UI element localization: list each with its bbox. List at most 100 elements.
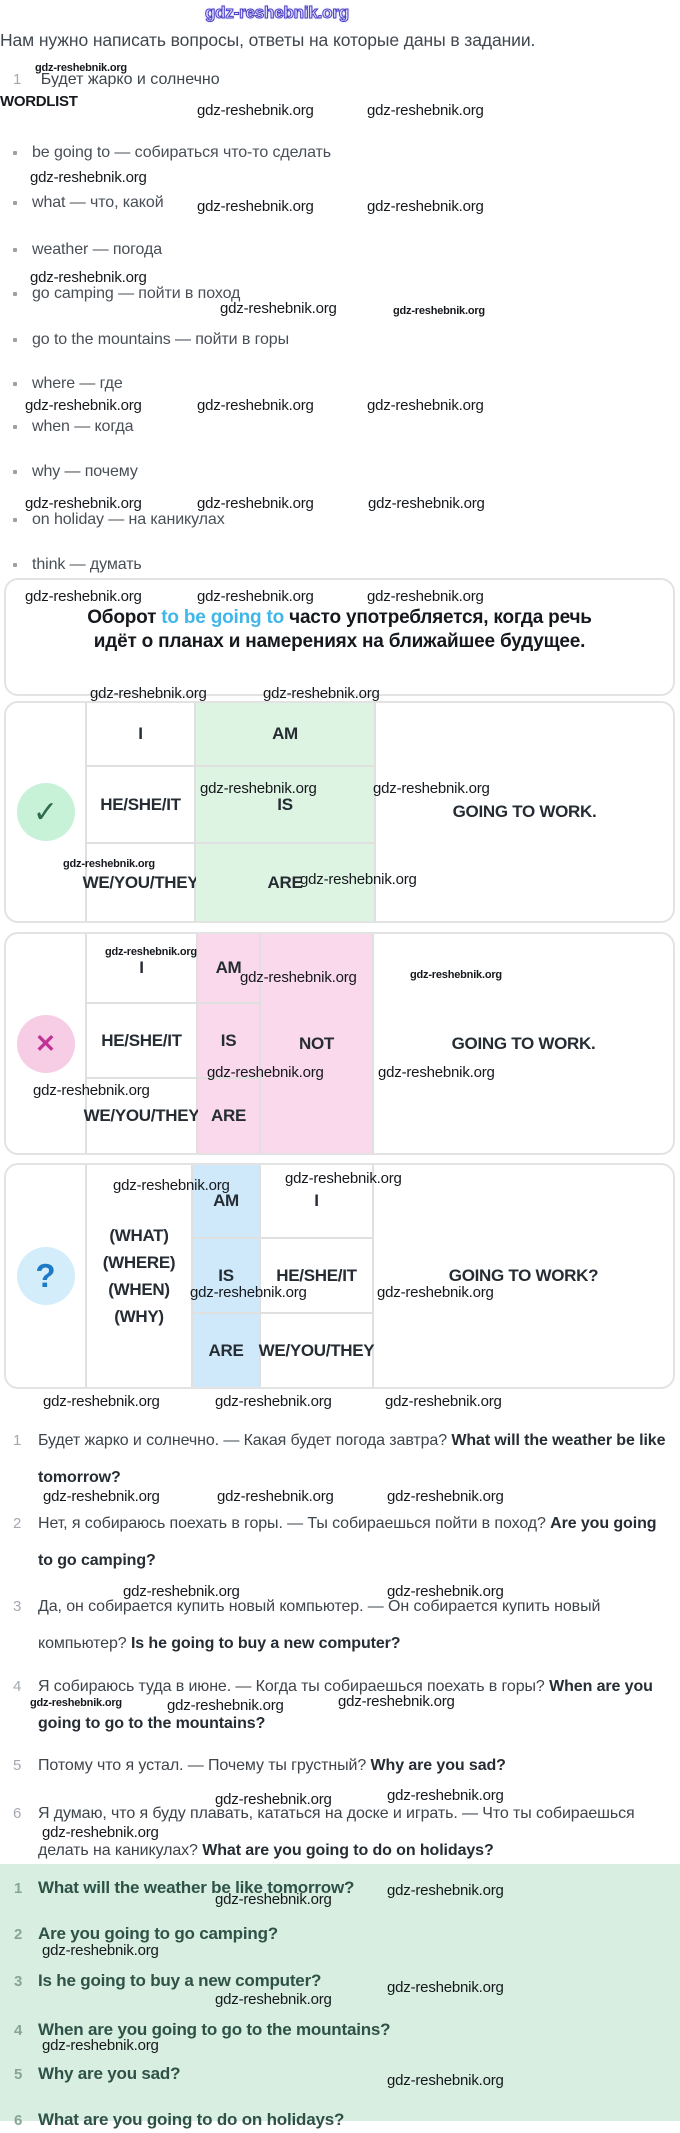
watermark: gdz-reshebnik.org	[197, 198, 314, 215]
verb-cell: ARE	[196, 844, 376, 921]
check-icon: ✓	[16, 783, 75, 841]
wordlist-item-label: think — думать	[32, 556, 142, 573]
table-question: ? (WHAT) (WHERE) (WHEN) (WHY) AM I IS HE…	[4, 1163, 675, 1389]
bullet-icon	[13, 201, 17, 205]
question-icon: ?	[16, 1247, 75, 1305]
watermark: gdz-reshebnik.org	[393, 305, 485, 317]
wordlist-item: be going to — собираться что-то сделать	[13, 144, 332, 162]
watermark: gdz-reshebnik.org	[63, 858, 155, 870]
watermark: gdz-reshebnik.org	[25, 397, 142, 414]
explanation-number: 3	[13, 1598, 22, 1615]
watermark: gdz-reshebnik.org	[387, 1787, 504, 1804]
watermark: gdz-reshebnik.org	[367, 588, 484, 605]
answer-text: Are you going to go camping?	[38, 1924, 278, 1943]
bullet-icon	[13, 425, 17, 429]
watermark: gdz-reshebnik.org	[197, 495, 314, 512]
table-negative: ✕ I AM HE/SHE/IT IS WE/YOU/THEY ARE NOT …	[4, 932, 675, 1155]
bullet-icon	[13, 151, 17, 155]
explanation-en: When are you going to go to the mountain…	[38, 1678, 653, 1732]
explanation-ru: Потому что я устал. — Почему ты грустный…	[38, 1757, 367, 1774]
bullet-icon	[13, 518, 17, 522]
wordlist-item: weather — погода	[13, 241, 162, 259]
watermark: gdz-reshebnik.org	[373, 780, 490, 797]
watermark: gdz-reshebnik.org	[30, 269, 147, 286]
answer-number: 3	[14, 1973, 23, 1990]
answer-item-3: 3 Is he going to buy a new computer?	[14, 1969, 648, 1993]
answer-item-1: 1 What will the weather be like tomorrow?	[14, 1876, 648, 1900]
pronoun-cell: HE/SHE/IT	[261, 1239, 374, 1314]
watermark: gdz-reshebnik.org	[207, 1064, 324, 1081]
explanation-ru: Будет жарко и солнечно. — Какая будет по…	[38, 1432, 447, 1449]
answer-item-5: 5 Why are you sad?	[14, 2062, 648, 2086]
watermark: gdz-reshebnik.org	[42, 2037, 159, 2054]
wordlist-item-label: when — когда	[32, 418, 134, 435]
pronoun-cell: WE/YOU/THEY	[259, 1314, 375, 1387]
explanation-item-1: 1 Будет жарко и солнечно. — Какая будет …	[0, 1422, 672, 1496]
watermark: gdz-reshebnik.org	[300, 871, 417, 888]
wordlist-item: on holiday — на каникулах	[13, 511, 225, 529]
verb-cell: IS	[198, 1004, 261, 1079]
pronoun-cell: HE/SHE/IT	[85, 1004, 198, 1079]
watermark: gdz-reshebnik.org	[385, 1393, 502, 1410]
grammar-note-pre: Оборот	[87, 607, 162, 628]
watermark: gdz-reshebnik.org	[387, 1488, 504, 1505]
watermark: gdz-reshebnik.org	[387, 2072, 504, 2089]
pronoun-cell: I	[261, 1165, 374, 1239]
watermark: gdz-reshebnik.org	[190, 1284, 307, 1301]
table-affirmative: ✓ I AM HE/SHE/IT IS WE/YOU/THEY ARE GOIN…	[4, 701, 675, 923]
bullet-icon	[13, 248, 17, 252]
watermark: gdz-reshebnik.org	[338, 1693, 455, 1710]
watermark: gdz-reshebnik.org	[367, 102, 484, 119]
explanation-en: What will the weather be like tomorrow?	[38, 1432, 666, 1486]
explanation-en: Why are you sad?	[370, 1757, 506, 1774]
answer-text: What will the weather be like tomorrow?	[38, 1878, 355, 1897]
cross-icon: ✕	[16, 1014, 75, 1073]
answer-text: Why are you sad?	[38, 2064, 181, 2083]
wh-word: (WHERE)	[102, 1253, 176, 1272]
verb-cell: AM	[196, 703, 376, 767]
wordlist-item-label: go camping — пойти в поход	[32, 285, 241, 302]
answers-section	[0, 1864, 680, 2121]
wordlist-item: think — думать	[13, 556, 142, 574]
watermark: gdz-reshebnik.org	[410, 969, 502, 981]
pronoun-cell: I	[85, 703, 196, 767]
question-icon-cell: ?	[6, 1165, 85, 1387]
watermark: gdz-reshebnik.org	[197, 102, 314, 119]
explanation-number: 5	[13, 1757, 22, 1774]
watermark: gdz-reshebnik.org	[197, 588, 314, 605]
tail-cell: GOING TO WORK.	[452, 802, 597, 821]
watermark: gdz-reshebnik.org	[377, 1284, 494, 1301]
explanation-item-4: 4 Я собираюсь туда в июне. — Когда ты со…	[0, 1668, 672, 1742]
watermark: gdz-reshebnik.org	[113, 1177, 230, 1194]
answer-item-6: 6 What are you going to do on holidays?	[14, 2108, 648, 2132]
watermark: gdz-reshebnik.org	[367, 198, 484, 215]
tail-cell: GOING TO WORK?	[448, 1266, 599, 1285]
explanation-number: 2	[13, 1515, 22, 1532]
task-number: 1	[13, 71, 22, 87]
verb-cell: IS	[193, 1239, 261, 1314]
wordlist-title: WORDLIST	[0, 93, 78, 110]
watermark: gdz-reshebnik.org	[368, 495, 485, 512]
answer-number: 6	[14, 2112, 23, 2129]
explanation-number: 1	[13, 1432, 22, 1449]
answer-number: 1	[14, 1880, 23, 1897]
explanation-ru: Я собираюсь туда в июне. — Когда ты соби…	[38, 1678, 545, 1695]
watermark: gdz-reshebnik.org	[217, 1488, 334, 1505]
answer-text: What are you going to do on holidays?	[38, 2110, 345, 2129]
wh-words-cell: (WHAT) (WHERE) (WHEN) (WHY)	[85, 1165, 193, 1387]
watermark: gdz-reshebnik.org	[105, 946, 197, 958]
explanation-number: 4	[13, 1678, 22, 1695]
wordlist-item-label: be going to — собираться что-то сделать	[32, 144, 332, 161]
affirmative-icon-cell: ✓	[6, 703, 85, 921]
verb-cell: ARE	[193, 1314, 261, 1387]
watermark: gdz-reshebnik.org	[167, 1697, 284, 1714]
watermark: gdz-reshebnik.org	[215, 1791, 332, 1808]
watermark: gdz-reshebnik.org	[25, 495, 142, 512]
verb-cell: AM	[193, 1165, 261, 1239]
explanation-ru: Нет, я собираюсь поехать в горы. — Ты со…	[38, 1515, 546, 1532]
watermark: gdz-reshebnik.org	[25, 588, 142, 605]
watermark: gdz-reshebnik.org	[35, 62, 127, 74]
explanation-item-5: 5 Потому что я устал. — Почему ты грустн…	[0, 1747, 672, 1784]
bullet-icon	[13, 563, 17, 567]
explanation-en: Is he going to buy a new computer?	[130, 1635, 401, 1652]
